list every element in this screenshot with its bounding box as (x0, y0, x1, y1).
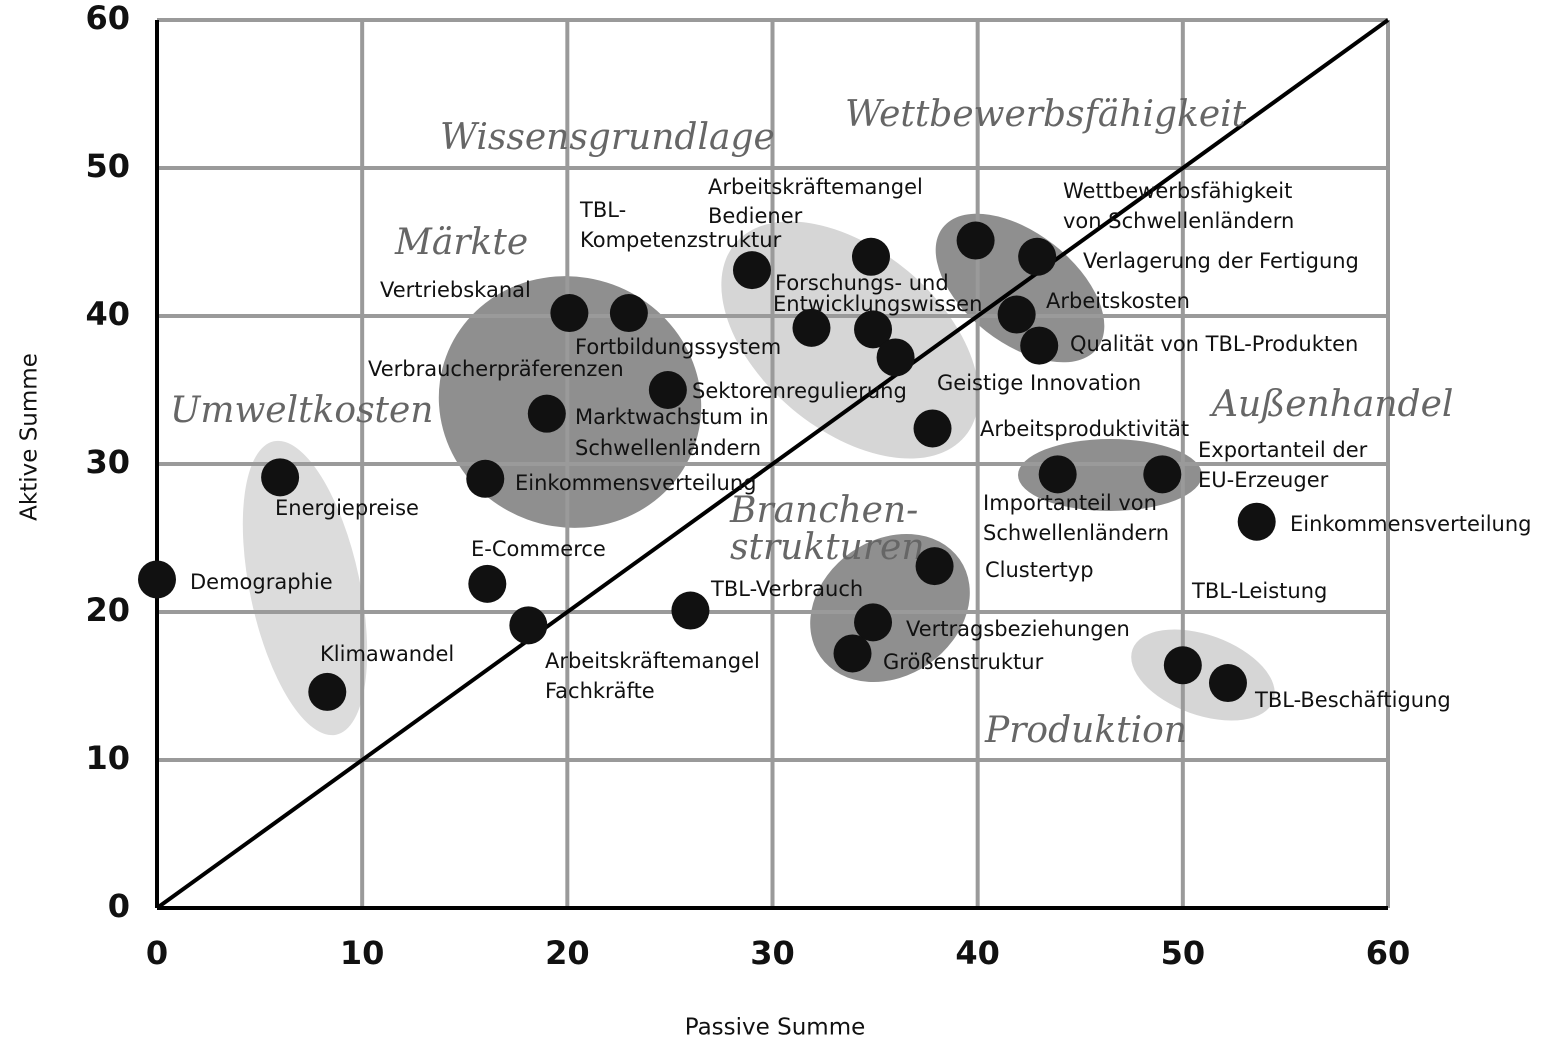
point (876, 338, 915, 377)
point-label: Schwellenländern (983, 521, 1169, 545)
point-label: Verbraucherpräferenzen (368, 357, 624, 381)
diagonal (155, 18, 1390, 910)
point-label: Größenstruktur (883, 650, 1044, 674)
x-tick-label: 0 (146, 934, 168, 972)
point (671, 591, 710, 630)
group-label: Umweltkosten (170, 390, 434, 431)
x-tick-label: 40 (955, 934, 1000, 972)
group-label: Wissensgrundlage (440, 117, 775, 158)
point (1163, 646, 1202, 685)
point-label: Vertragsbeziehungen (906, 617, 1130, 641)
point-label: E-Commerce (471, 537, 606, 561)
point-label: Arbeitsproduktivität (980, 417, 1189, 441)
point (1143, 455, 1182, 494)
point-label: Arbeitskosten (1046, 289, 1190, 313)
point-label: Entwicklungswissen (773, 292, 982, 316)
point-label: Geistige Innovation (937, 371, 1141, 395)
point (550, 294, 589, 333)
x-tick-label: 20 (545, 934, 590, 972)
point-label: TBL-Beschäftigung (1254, 688, 1451, 712)
point (1038, 455, 1077, 494)
point-label: von Schwellenländern (1063, 209, 1294, 233)
group-label: strukturen (730, 527, 925, 568)
point-label: Arbeitskräftemangel (545, 649, 760, 673)
point (854, 603, 893, 642)
y-tick-label: 0 (108, 887, 130, 925)
point (854, 310, 893, 349)
point (648, 371, 687, 409)
point (308, 672, 347, 711)
point (509, 606, 548, 645)
point-label: Verlagerung der Fertigung (1083, 249, 1359, 273)
point (468, 564, 507, 603)
point (1020, 326, 1059, 365)
x-tick-label: 60 (1366, 934, 1411, 972)
point (851, 237, 890, 276)
point-label: Demographie (190, 570, 333, 594)
x-axis-label: Passive Summe (685, 1015, 866, 1041)
y-tick-label: 10 (85, 739, 130, 777)
group-label: Produktion (984, 710, 1187, 751)
point-label: Qualität von TBL-Produkten (1070, 332, 1358, 356)
point-label: Wettbewerbsfähigkeit (1063, 179, 1292, 203)
y-tick-label: 30 (85, 443, 130, 481)
point (915, 547, 954, 586)
point (466, 459, 505, 498)
group-label: Märkte (394, 222, 528, 263)
point-label: Arbeitskräftemangel (708, 175, 923, 199)
point-label: Einkommensverteilung (1290, 512, 1532, 536)
y-tick-label: 40 (85, 295, 130, 333)
point-label: Bediener (708, 204, 803, 228)
point-label: Fortbildungssystem (575, 335, 781, 359)
point (261, 458, 300, 497)
point-label: Marktwachstum in (575, 405, 769, 429)
point (997, 295, 1036, 334)
point-label: Clustertyp (985, 558, 1094, 582)
point-label: Fachkräfte (545, 679, 655, 703)
point-label: Energiepreise (275, 496, 419, 520)
point (913, 409, 952, 448)
y-tick-label: 60 (85, 0, 130, 37)
point (1237, 502, 1276, 541)
point-label: Klimawandel (320, 642, 454, 666)
point-label: Importanteil von (983, 491, 1157, 515)
point (732, 251, 771, 290)
y-axis-label: Aktive Summe (17, 353, 43, 521)
point (1208, 664, 1247, 703)
group-label: Außenhandel (1209, 384, 1453, 425)
point (956, 221, 995, 260)
point-label: TBL-Leistung (1191, 579, 1327, 603)
group-label: Wettbewerbsfähigkeit (845, 94, 1247, 135)
point-label: Einkommensverteilung (515, 471, 757, 495)
point (1018, 237, 1057, 276)
point-label: Kompetenzstruktur (580, 228, 782, 252)
point-label: Sektorenregulierung (692, 379, 907, 403)
point-label: TBL-Verbrauch (710, 577, 863, 601)
x-tick-label: 10 (340, 934, 385, 972)
point-label: EU-Erzeuger (1198, 468, 1329, 492)
cluster-ellipse (242, 440, 368, 736)
point-label: Schwellenländern (575, 436, 761, 460)
group-label: Branchen- (729, 490, 918, 531)
point (138, 560, 176, 599)
y-tick-label: 50 (85, 147, 130, 185)
point (833, 634, 872, 673)
point (609, 294, 648, 333)
point-label: Exportanteil der (1198, 438, 1368, 462)
point-label: TBL- (579, 198, 626, 222)
point (792, 308, 831, 347)
x-tick-label: 30 (750, 934, 795, 972)
point (527, 394, 566, 433)
point-label: Vertriebskanal (380, 278, 531, 302)
cluster-ellipse (721, 221, 979, 459)
x-tick-label: 50 (1161, 934, 1206, 972)
point-label: Forschungs- und (775, 271, 949, 295)
y-tick-label: 20 (85, 591, 130, 629)
